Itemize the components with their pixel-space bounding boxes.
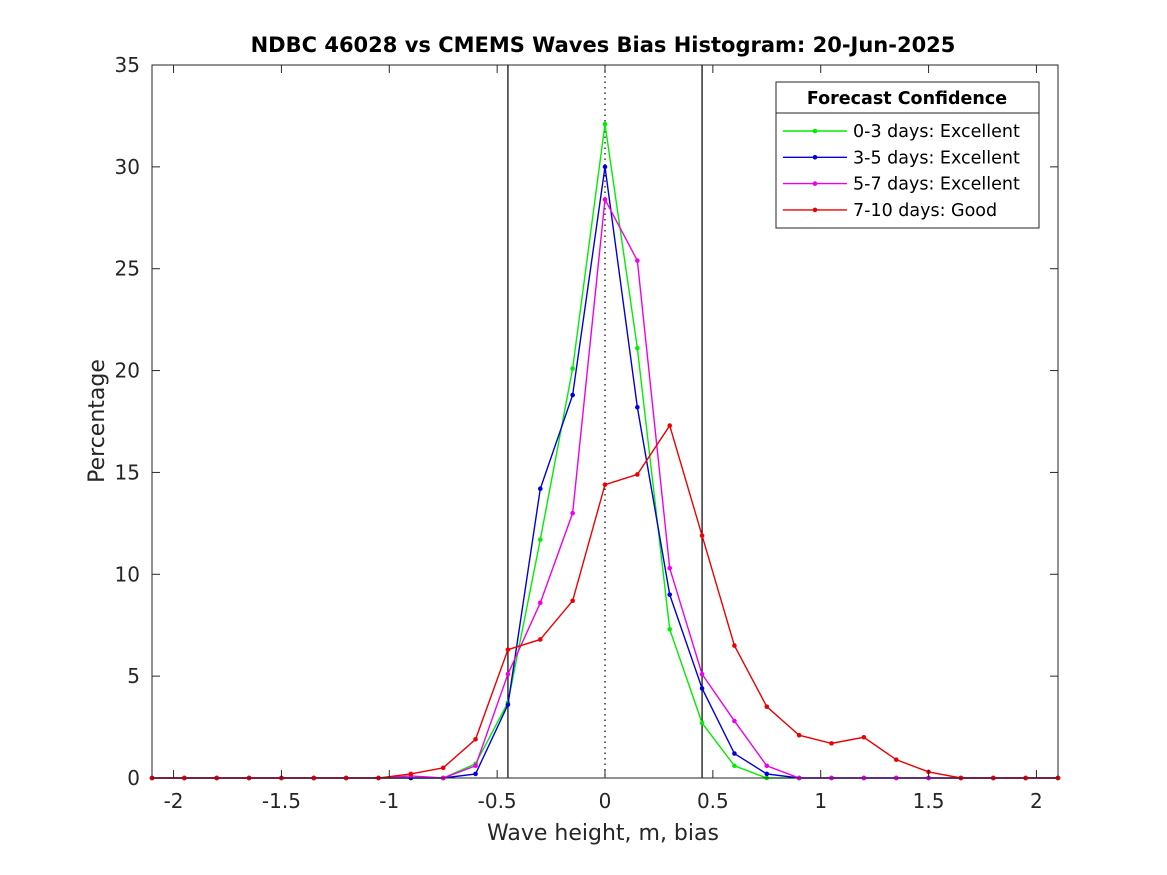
series-point-1 bbox=[537, 486, 543, 492]
reference-lines bbox=[507, 65, 703, 778]
y-tick-label: 30 bbox=[115, 155, 140, 179]
x-tick-label: -2 bbox=[164, 789, 184, 813]
series-point-0 bbox=[570, 366, 575, 371]
y-tick-label: 35 bbox=[115, 53, 140, 77]
x-tick-label: 0.5 bbox=[697, 789, 729, 813]
y-tick-label: 5 bbox=[127, 664, 140, 688]
y-tick-label: 0 bbox=[127, 766, 140, 790]
x-axis-label: Wave height, m, bias bbox=[487, 821, 719, 846]
series-point-2 bbox=[602, 197, 608, 202]
series-point-1 bbox=[570, 392, 575, 398]
series-point-3 bbox=[829, 741, 834, 746]
x-tick-label: 1 bbox=[814, 789, 827, 813]
legend-title: Forecast Confidence bbox=[807, 89, 1007, 109]
y-tick-label: 10 bbox=[115, 562, 140, 586]
x-tick-label: -1 bbox=[379, 789, 399, 813]
series-point-1 bbox=[602, 164, 608, 170]
series-point-0 bbox=[537, 537, 543, 542]
series-point-2 bbox=[537, 600, 543, 606]
series-point-1 bbox=[635, 404, 640, 410]
series-point-3 bbox=[440, 765, 446, 771]
series-point-3 bbox=[505, 647, 511, 652]
series-point-0 bbox=[635, 345, 640, 351]
series-point-1 bbox=[732, 751, 737, 756]
series-point-1 bbox=[473, 771, 478, 777]
series-point-3 bbox=[570, 598, 575, 604]
plot-frame bbox=[151, 64, 1059, 779]
series-point-3 bbox=[732, 643, 737, 648]
series-point-0 bbox=[667, 626, 673, 632]
series-point-1 bbox=[667, 592, 673, 597]
series-point-2 bbox=[667, 565, 673, 571]
legend-swatch-marker-3 bbox=[812, 207, 818, 213]
series-point-1 bbox=[699, 686, 705, 691]
y-tick-label: 15 bbox=[115, 460, 140, 484]
y-tick-label: 20 bbox=[115, 359, 140, 383]
series-point-2 bbox=[473, 763, 478, 769]
series-point-1 bbox=[764, 771, 770, 777]
series-point-3 bbox=[861, 734, 867, 740]
series-point-2 bbox=[732, 718, 737, 724]
legend-entries: 0-3 days: Excellent 3-5 days: Excellent 5-… bbox=[783, 122, 1020, 221]
series-point-2 bbox=[764, 763, 770, 769]
x-tick-label: -0.5 bbox=[478, 789, 517, 813]
series-point-2 bbox=[505, 671, 511, 677]
x-tick-label: 0 bbox=[599, 789, 612, 813]
series-point-3 bbox=[764, 704, 770, 709]
legend-label-1: 3-5 days: Excellent bbox=[853, 148, 1020, 168]
series-point-0 bbox=[699, 720, 705, 726]
legend-label-0: 0-3 days: Excellent bbox=[853, 122, 1020, 142]
series-point-3 bbox=[635, 472, 640, 477]
series-point-3 bbox=[602, 482, 608, 487]
series-point-3 bbox=[667, 423, 673, 428]
series-point-3 bbox=[408, 771, 414, 777]
series-point-0 bbox=[602, 121, 608, 127]
x-tick-label: 1.5 bbox=[913, 789, 945, 813]
series-point-3 bbox=[473, 736, 478, 742]
legend-box bbox=[775, 81, 1040, 229]
legend-label-2: 5-7 days: Excellent bbox=[853, 175, 1020, 195]
series-point-3 bbox=[796, 732, 802, 738]
series-point-2 bbox=[570, 510, 575, 516]
x-tick-label: 2 bbox=[1030, 789, 1043, 813]
series-point-2 bbox=[699, 671, 705, 677]
legend-swatch-marker-2 bbox=[812, 181, 818, 186]
x-tick-label: -1.5 bbox=[262, 789, 301, 813]
series-point-1 bbox=[505, 702, 511, 707]
series-point-0 bbox=[732, 763, 737, 769]
legend-swatch-marker-1 bbox=[812, 155, 818, 160]
legend-label-3: 7-10 days: Good bbox=[853, 201, 997, 221]
legend-swatch-marker-0 bbox=[812, 128, 818, 134]
y-tick-label: 25 bbox=[115, 257, 140, 281]
legend: Forecast Confidence 0-3 days: Excellent 3… bbox=[775, 81, 1040, 229]
chart-title: NDBC 46028 vs CMEMS Waves Bias Histogram… bbox=[251, 33, 956, 57]
y-axis-label: Percentage bbox=[85, 359, 110, 483]
series-point-3 bbox=[537, 637, 543, 642]
series-point-3 bbox=[699, 533, 705, 538]
series-point-3 bbox=[893, 757, 899, 762]
series-point-2 bbox=[635, 258, 640, 263]
